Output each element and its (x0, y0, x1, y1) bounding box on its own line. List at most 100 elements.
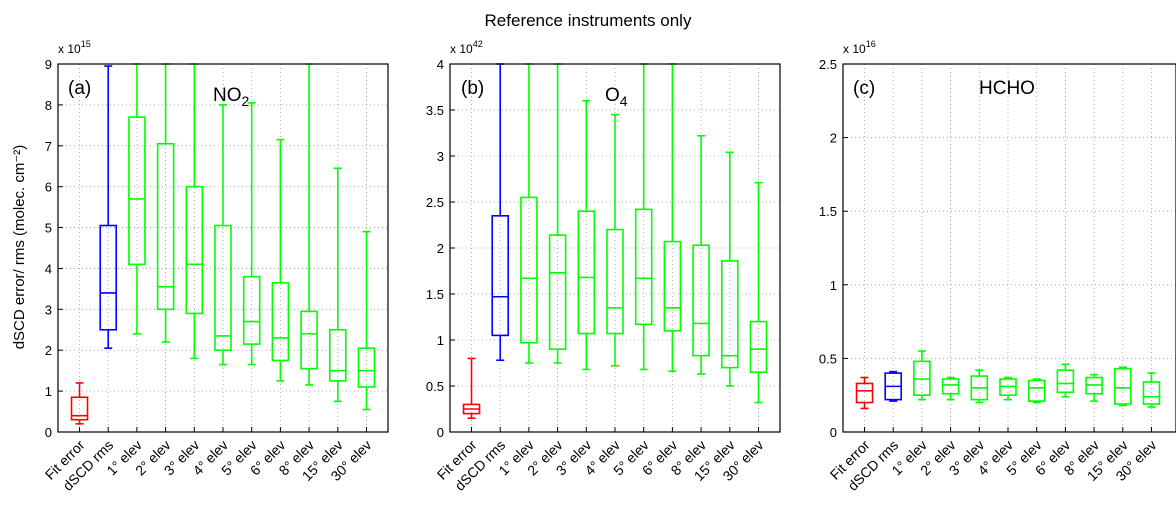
ytick-label-a: 8 (45, 98, 52, 113)
ytick-label-c: 2.5 (819, 57, 837, 72)
box-iqr (491, 215, 510, 337)
axes-frame-c (842, 63, 1176, 433)
box-c-6 (1027, 378, 1046, 404)
box-iqr (548, 234, 567, 350)
box-c-4 (970, 369, 989, 404)
ytick-label-b: 2.5 (426, 195, 444, 210)
box-c-8 (1085, 373, 1103, 402)
box-b-1 (491, 63, 510, 362)
box-a-8 (300, 63, 318, 386)
species-b-base: O (605, 85, 620, 106)
axes-frame-a (57, 63, 389, 433)
ytick-label-a: 0 (45, 425, 52, 440)
ytick-label-a: 2 (45, 343, 52, 358)
box-iqr (128, 116, 146, 266)
box-b-8 (692, 134, 710, 375)
ytick-label-a: 1 (45, 384, 52, 399)
box-iqr (271, 281, 290, 362)
box-a-0 (70, 382, 89, 425)
box-iqr (634, 208, 653, 326)
ytick-label-b: 3.5 (426, 103, 444, 118)
box-b-10 (749, 181, 768, 404)
box-c-1 (884, 370, 903, 402)
ytick-label-b: 2 (437, 241, 444, 256)
multiplier-a-exp: 15 (81, 39, 91, 49)
panel-label-b: (b) (461, 78, 484, 99)
box-a-6 (242, 102, 261, 366)
ytick-label-b: 0 (437, 425, 444, 440)
box-iqr (941, 378, 960, 395)
species-b-sub: 4 (620, 93, 628, 109)
ytick-label-b: 3 (437, 149, 444, 164)
box-b-0 (462, 357, 481, 420)
box-b-2 (520, 63, 538, 364)
box-a-9 (328, 167, 347, 403)
species-label-c: HCHO (979, 78, 1035, 99)
box-iqr (720, 260, 739, 369)
box-c-9 (1113, 366, 1132, 407)
axes-frame-b (449, 63, 781, 433)
ytick-label-c: 1.5 (819, 204, 837, 219)
box-b-5 (606, 113, 624, 367)
ytick-label-b: 1.5 (426, 287, 444, 302)
box-c-5 (999, 376, 1017, 401)
box-iqr (70, 396, 89, 421)
box-a-10 (357, 230, 376, 411)
figure-title: Reference instruments only (485, 11, 692, 30)
multiplier-c-base: x 10 (843, 42, 866, 56)
ytick-label-a: 5 (45, 221, 52, 236)
box-iqr (606, 228, 624, 335)
box-iqr (1113, 367, 1132, 405)
box-c-3 (941, 376, 960, 401)
multiplier-a: x 1015 (58, 39, 91, 56)
box-a-4 (185, 63, 204, 360)
ytick-label-c: 1 (830, 278, 837, 293)
box-a-5 (214, 104, 232, 366)
box-a-2 (128, 63, 146, 335)
species-label-b: O4 (605, 85, 628, 109)
box-iqr (156, 142, 175, 311)
box-b-9 (720, 151, 739, 387)
species-a-sub: 2 (242, 93, 250, 109)
box-iqr (328, 328, 347, 382)
multiplier-c-exp: 16 (866, 39, 876, 49)
box-iqr (1056, 369, 1075, 394)
ytick-label-c: 2 (830, 131, 837, 146)
multiplier-c: x 1016 (843, 39, 876, 56)
box-iqr (855, 382, 874, 404)
box-iqr (99, 224, 118, 331)
box-iqr (520, 196, 538, 344)
box-a-7 (271, 138, 290, 382)
box-iqr (692, 244, 710, 357)
box-c-10 (1142, 372, 1161, 408)
box-iqr (663, 240, 682, 332)
box-iqr (577, 210, 596, 335)
y-axis-label: dSCD error/ rms (molec. cm⁻²) (11, 145, 28, 350)
ytick-label-b: 0.5 (426, 379, 444, 394)
box-b-7 (663, 63, 682, 373)
box-iqr (749, 320, 768, 374)
box-iqr (300, 310, 318, 370)
box-iqr (1027, 379, 1046, 402)
ytick-label-a: 6 (45, 180, 52, 195)
box-iqr (242, 275, 261, 345)
species-a-base: NO (213, 85, 242, 106)
ytick-label-b: 4 (437, 57, 444, 72)
ytick-label-c: 0.5 (819, 351, 837, 366)
species-c-base: HCHO (979, 78, 1035, 99)
box-c-2 (913, 350, 931, 401)
multiplier-b-exp: 42 (473, 39, 483, 49)
box-iqr (214, 224, 232, 352)
box-c-0 (855, 376, 874, 410)
box-b-6 (634, 63, 653, 371)
box-iqr (357, 347, 376, 388)
species-label-a: NO2 (213, 85, 250, 109)
ytick-label-c: 0 (830, 425, 837, 440)
panel-label-a: (a) (68, 78, 91, 99)
box-a-1 (99, 65, 118, 349)
